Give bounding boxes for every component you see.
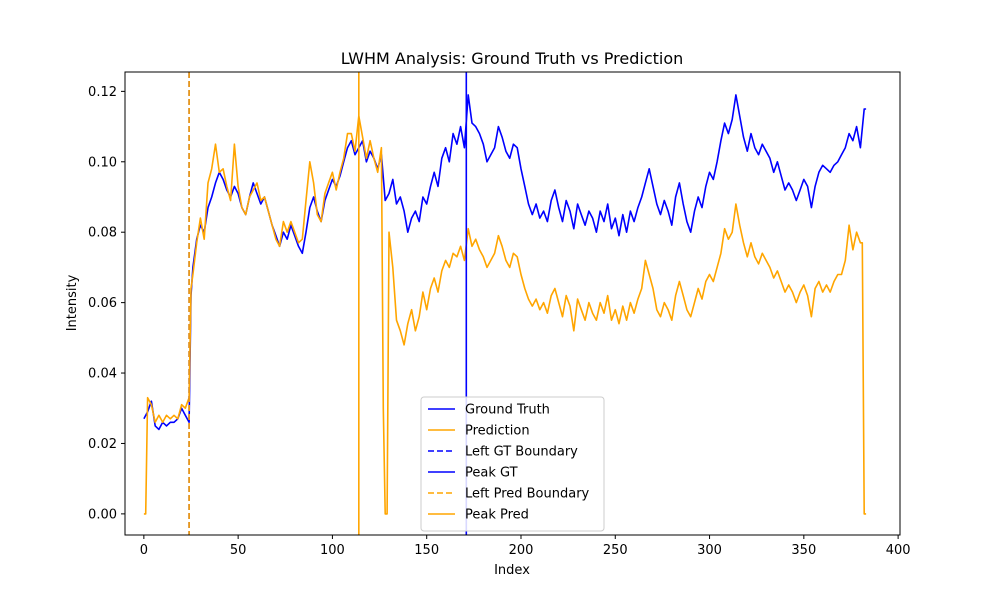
legend-label-left-pred-boundary: Left Pred Boundary xyxy=(465,487,590,502)
series-line-ground-truth xyxy=(143,94,867,431)
x-tick-label: 250 xyxy=(603,543,628,558)
legend-label-ground-truth: Ground Truth xyxy=(465,403,550,418)
y-tick-label: 0.10 xyxy=(88,155,117,170)
x-tick-label: 200 xyxy=(509,543,534,558)
x-axis-ticks: 0 50 100 150 200 250 300 350 400 xyxy=(140,535,911,558)
y-tick-label: 0.08 xyxy=(88,226,117,241)
x-tick-label: 350 xyxy=(791,543,816,558)
y-tick-label: 0.06 xyxy=(88,296,117,311)
legend-label-left-gt-boundary: Left GT Boundary xyxy=(465,445,578,460)
y-tick-label: 0.00 xyxy=(88,507,117,522)
y-tick-label: 0.04 xyxy=(88,367,117,382)
x-tick-label: 400 xyxy=(886,543,911,558)
y-tick-label: 0.12 xyxy=(88,85,117,100)
legend-label-peak-pred: Peak Pred xyxy=(465,508,529,523)
x-tick-label: 100 xyxy=(320,543,345,558)
x-axis-title: Index xyxy=(494,563,530,578)
x-tick-label: 0 xyxy=(140,543,148,558)
series-line-prediction xyxy=(143,115,867,515)
x-tick-label: 150 xyxy=(414,543,439,558)
y-axis-title: Intensity xyxy=(65,274,80,331)
y-tick-label: 0.02 xyxy=(88,437,117,452)
x-tick-label: 300 xyxy=(697,543,722,558)
plot-frame xyxy=(124,71,901,536)
legend-label-peak-gt: Peak GT xyxy=(465,466,518,481)
legend-box xyxy=(420,396,605,532)
chart-title: LWHM Analysis: Ground Truth vs Predictio… xyxy=(341,49,684,68)
legend: Ground Truth Prediction Left GT Boundary Pe… xyxy=(420,396,605,532)
legend-label-prediction: Prediction xyxy=(465,424,530,439)
x-tick-label: 50 xyxy=(230,543,247,558)
y-axis-ticks: 0.00 0.02 0.04 0.06 0.08 0.10 0.12 xyxy=(88,85,125,522)
